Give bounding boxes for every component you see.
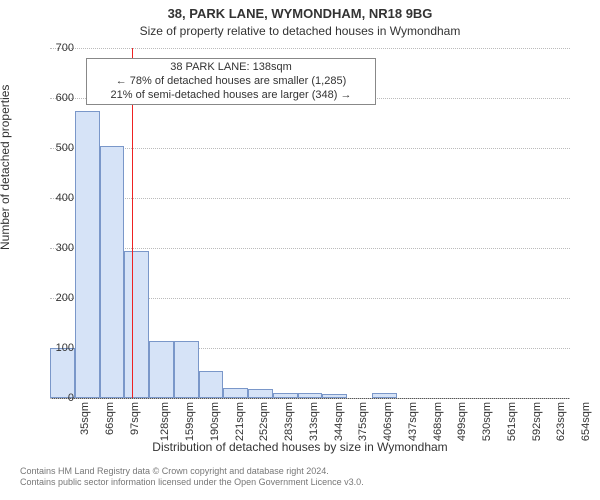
x-tick-label: 313sqm (308, 402, 320, 441)
histogram-bar (75, 111, 100, 399)
x-tick-label: 437sqm (407, 402, 419, 441)
histogram-bar (372, 393, 397, 398)
gridline (50, 198, 570, 199)
y-axis-label: Number of detached properties (0, 85, 12, 250)
histogram-bar (174, 341, 199, 399)
x-tick-label: 375sqm (358, 402, 370, 441)
y-tick-label: 600 (34, 92, 74, 104)
x-tick-label: 283sqm (283, 402, 295, 441)
x-tick-label: 35sqm (79, 402, 91, 435)
histogram-bar (100, 146, 125, 399)
histogram-bar (124, 251, 149, 399)
histogram-bar (248, 389, 273, 398)
y-tick-label: 0 (34, 392, 74, 404)
histogram-bar (149, 341, 174, 399)
footer-line2: Contains public sector information licen… (20, 477, 364, 488)
chart-container: 38, PARK LANE, WYMONDHAM, NR18 9BG Size … (0, 0, 600, 500)
x-tick-label: 530sqm (481, 402, 493, 441)
x-tick-label: 344sqm (333, 402, 345, 441)
y-tick-label: 400 (34, 192, 74, 204)
x-tick-label: 623sqm (556, 402, 568, 441)
x-tick-label: 128sqm (159, 402, 171, 441)
x-tick-label: 221sqm (234, 402, 246, 441)
y-tick-label: 300 (34, 242, 74, 254)
y-tick-label: 700 (34, 42, 74, 54)
y-tick-label: 200 (34, 292, 74, 304)
gridline (50, 248, 570, 249)
histogram-bar (199, 371, 224, 399)
x-tick-label: 97sqm (129, 402, 141, 435)
x-tick-label: 468sqm (432, 402, 444, 441)
x-axis-label: Distribution of detached houses by size … (0, 440, 600, 454)
x-tick-label: 654sqm (580, 402, 592, 441)
x-tick-label: 159sqm (184, 402, 196, 441)
histogram-bar (322, 394, 347, 398)
x-tick-label: 592sqm (531, 402, 543, 441)
footer-line1: Contains HM Land Registry data © Crown c… (20, 466, 364, 477)
chart-subtitle: Size of property relative to detached ho… (0, 24, 600, 38)
chart-title: 38, PARK LANE, WYMONDHAM, NR18 9BG (0, 6, 600, 21)
annotation-line2: ← 78% of detached houses are smaller (1,… (93, 75, 369, 89)
histogram-bar (50, 348, 75, 398)
x-tick-label: 66sqm (104, 402, 116, 435)
y-tick-label: 500 (34, 142, 74, 154)
annotation-line1: 38 PARK LANE: 138sqm (93, 61, 369, 75)
x-tick-label: 190sqm (209, 402, 221, 441)
histogram-bar (273, 393, 298, 398)
annotation-line3: 21% of semi-detached houses are larger (… (93, 89, 369, 103)
y-tick-label: 100 (34, 342, 74, 354)
x-tick-label: 499sqm (457, 402, 469, 441)
footer: Contains HM Land Registry data © Crown c… (20, 466, 364, 489)
gridline (50, 398, 570, 399)
annotation-box: 38 PARK LANE: 138sqm ← 78% of detached h… (86, 58, 376, 105)
x-tick-label: 252sqm (258, 402, 270, 441)
gridline (50, 148, 570, 149)
histogram-bar (298, 393, 323, 398)
x-tick-label: 406sqm (382, 402, 394, 441)
histogram-bar (223, 388, 248, 398)
gridline (50, 48, 570, 49)
x-tick-label: 561sqm (506, 402, 518, 441)
